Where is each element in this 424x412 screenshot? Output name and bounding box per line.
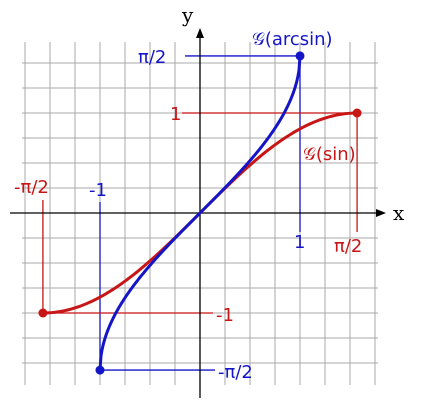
sin-top-label: 1 [170,104,181,125]
arcsin-x-pos-label: 1 [294,232,305,253]
sin-x-neg-label: -π/2 [14,177,49,198]
arcsin-x-neg-label: -1 [89,180,107,201]
sin-series-label: 𝒢(sin) [303,144,356,165]
arcsin-bottom-label: -π/2 [218,362,253,383]
x-axis-label: x [393,201,405,225]
arcsin-top-label: π/2 [138,47,166,68]
guide-lines [42,55,358,371]
endpoint-markers [38,51,362,375]
sin-endpoint-end [352,108,362,118]
sin-x-pos-label: π/2 [334,236,362,257]
sin-endpoint-start [38,308,48,318]
arcsin-endpoint-end [295,51,305,61]
arcsin-series-label: 𝒢(arcsin) [252,29,333,50]
arcsin-curve [98,55,302,371]
y-axis-label: y [181,3,194,27]
arcsin-endpoint-start [95,365,105,375]
sin-bottom-label: -1 [216,305,234,326]
